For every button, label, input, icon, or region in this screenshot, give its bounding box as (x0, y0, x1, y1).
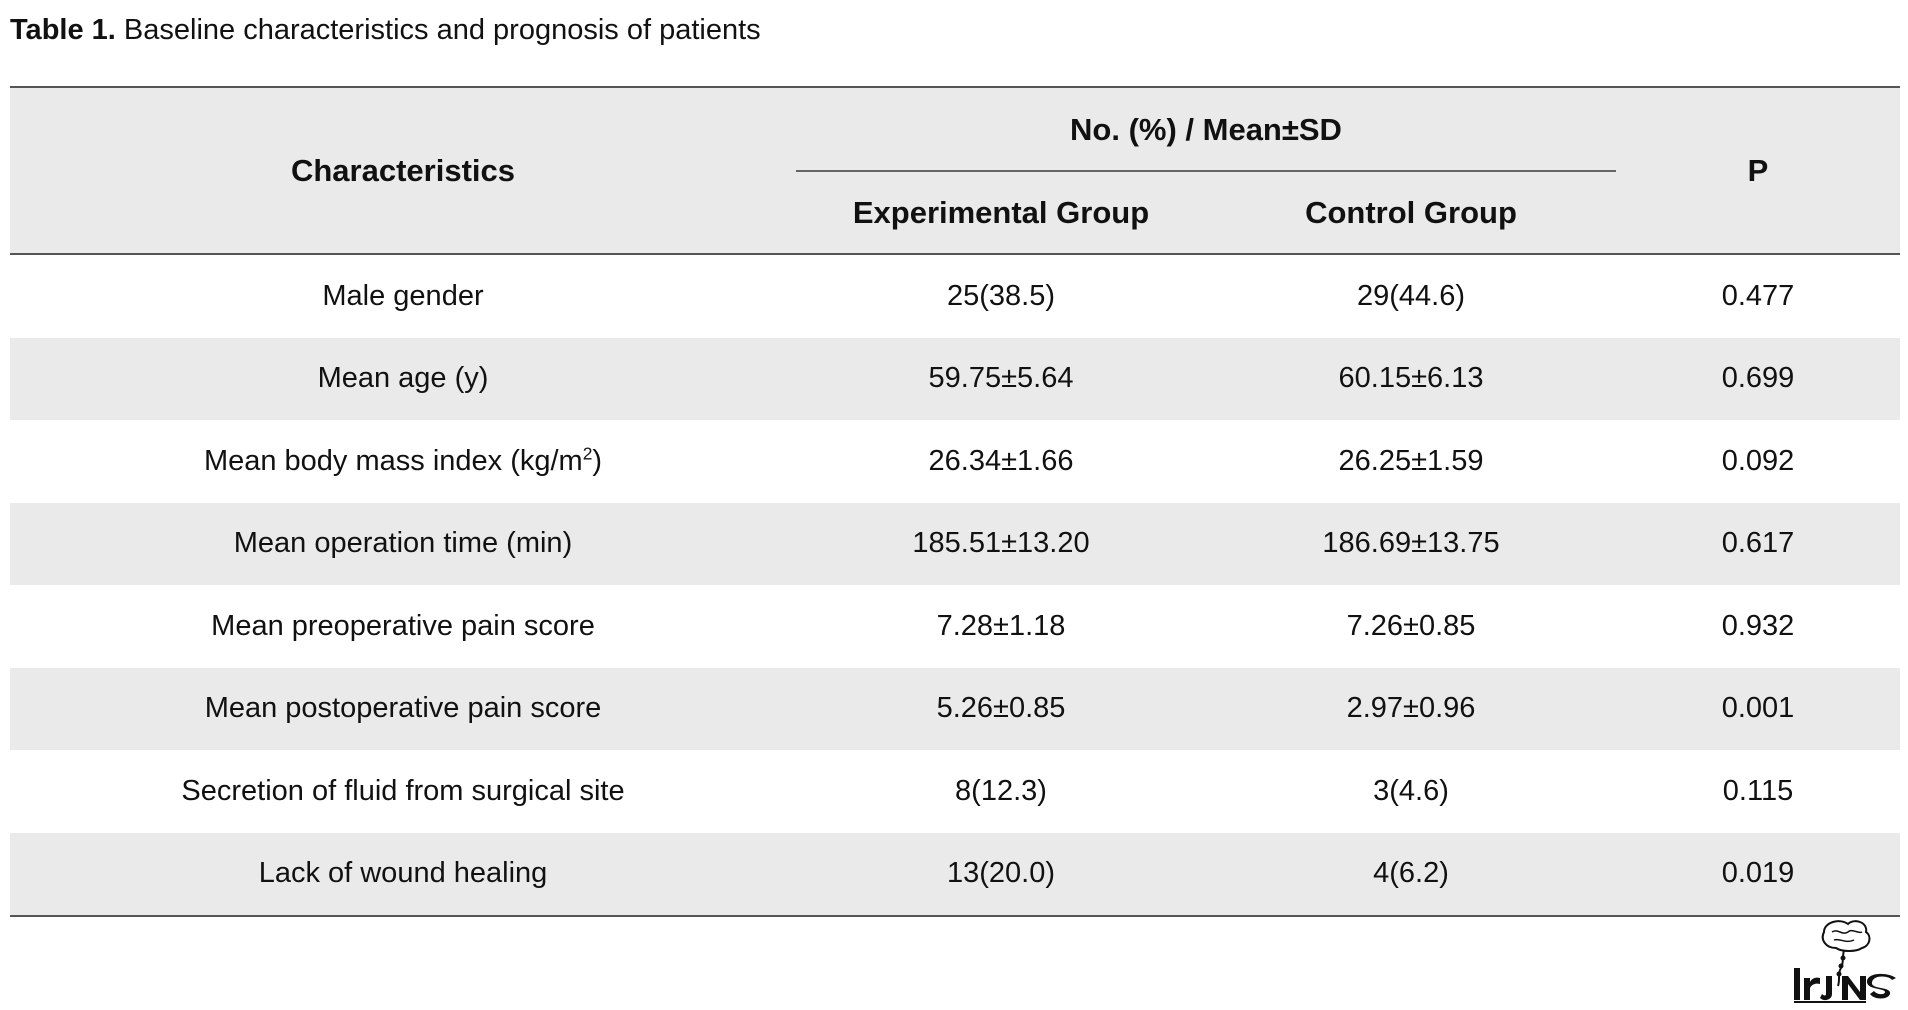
p-value: 0.019 (1721, 857, 1795, 890)
p-value: 0.699 (1721, 362, 1795, 395)
control-value: 7.26±0.85 (1346, 609, 1476, 642)
row-label-superscript: 2 (582, 443, 593, 464)
caption-label: Table 1. (10, 14, 116, 46)
header-p: P (1747, 152, 1769, 188)
control-value: 26.25±1.59 (1338, 444, 1484, 477)
table-header: Characteristics No. (%) / Mean±SD Experi… (10, 88, 1900, 255)
row-label: Mean operation time (min) (233, 527, 573, 560)
p-value: 0.115 (1722, 774, 1794, 807)
p-value: 0.477 (1721, 279, 1795, 312)
header-experimental: Experimental Group (852, 195, 1150, 230)
header-control: Control Group (1305, 195, 1517, 230)
control-value: 29(44.6) (1356, 279, 1465, 312)
row-label: Secretion of fluid from surgical site (181, 774, 625, 807)
experimental-value: 185.51±13.20 (912, 527, 1090, 560)
control-value: 4(6.2) (1373, 857, 1449, 890)
experimental-value: 5.26±0.85 (936, 692, 1066, 725)
table-row: Mean postoperative pain score 5.26±0.85 … (10, 667, 1900, 750)
row-label: Mean preoperative pain score (211, 609, 595, 642)
row-label: Mean postoperative pain score (204, 692, 602, 725)
control-value: 2.97±0.96 (1346, 692, 1476, 725)
p-value: 0.092 (1721, 444, 1795, 477)
p-value: 0.617 (1721, 527, 1795, 560)
table-row: Mean age (y) 59.75±5.64 60.15±6.13 0.699 (10, 337, 1900, 420)
control-value: 186.69±13.75 (1322, 527, 1500, 560)
row-label-bmi: Mean body mass index (kg/m2) (10, 443, 796, 478)
journal-logo-icon (1792, 918, 1902, 1004)
experimental-value: 59.75±5.64 (928, 362, 1074, 395)
header-group-rule (796, 170, 1616, 172)
table-row: Lack of wound healing 13(20.0) 4(6.2) 0.… (10, 832, 1900, 915)
experimental-value: 26.34±1.66 (928, 444, 1074, 477)
experimental-value: 7.28±1.18 (936, 609, 1066, 642)
table-row: Secretion of fluid from surgical site 8(… (10, 750, 1900, 833)
table-row: Mean preoperative pain score 7.28±1.18 7… (10, 585, 1900, 668)
table-caption: Table 1. Baseline characteristics and pr… (10, 12, 761, 48)
p-value: 0.932 (1721, 609, 1795, 642)
row-label: Mean body mass index (kg/m (203, 444, 583, 477)
row-label: Male gender (322, 279, 484, 312)
control-value: 60.15±6.13 (1338, 362, 1484, 395)
row-label-tail: ) (592, 444, 603, 477)
p-value: 0.001 (1721, 692, 1795, 725)
table-row: Mean body mass index (kg/m2) 26.34±1.66 … (10, 420, 1900, 503)
table-row: Mean operation time (min) 185.51±13.20 1… (10, 502, 1900, 585)
control-value: 3(4.6) (1373, 774, 1449, 807)
header-group: No. (%) / Mean±SD (1070, 111, 1342, 147)
experimental-value: 25(38.5) (946, 279, 1055, 312)
header-characteristics: Characteristics (290, 152, 515, 188)
data-table: Characteristics No. (%) / Mean±SD Experi… (10, 86, 1900, 917)
row-label: Lack of wound healing (258, 857, 548, 890)
table-row: Male gender 25(38.5) 29(44.6) 0.477 (10, 255, 1900, 338)
experimental-value: 8(12.3) (955, 774, 1047, 807)
row-label: Mean age (y) (317, 362, 489, 395)
caption-text: Baseline characteristics and prognosis o… (123, 14, 761, 46)
experimental-value: 13(20.0) (946, 857, 1055, 890)
